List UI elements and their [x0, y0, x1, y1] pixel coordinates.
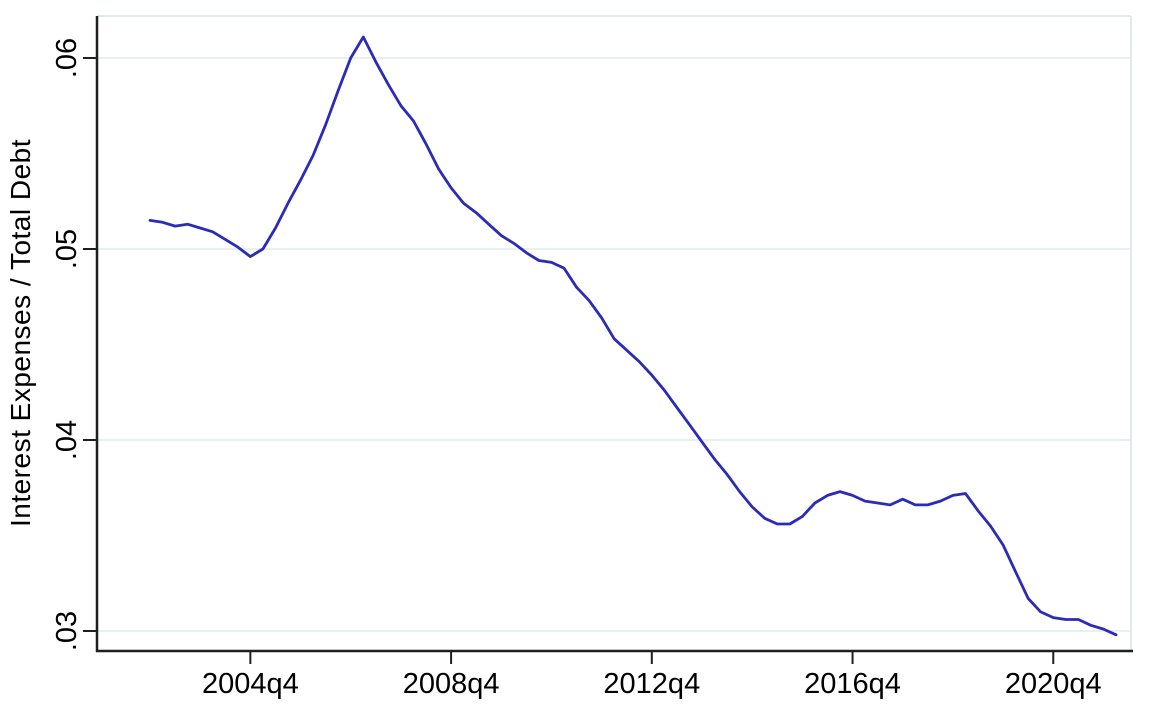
series-line	[148, 35, 1118, 637]
y-axis-title: Interest Expenses / Total Debt	[5, 139, 36, 527]
series-group	[148, 35, 1118, 637]
gridlines	[98, 57, 1131, 632]
y-tick-label: .04	[51, 420, 83, 460]
x-tick-label: 2016q4	[804, 668, 901, 700]
x-tick-label: 2008q4	[403, 668, 500, 700]
y-tick-label: .05	[51, 229, 83, 269]
axes	[83, 16, 1133, 664]
x-tick-labels: 2004q4 2008q4 2012q4 2016q4 2020q4	[202, 668, 1102, 700]
x-tick-label: 2012q4	[603, 668, 700, 700]
x-tick-label: 2020q4	[1005, 668, 1102, 700]
x-tick-label: 2004q4	[202, 668, 299, 700]
y-tick-label: .03	[51, 611, 83, 651]
y-tick-labels: .03 .04 .05 .06	[51, 38, 83, 651]
y-tick-label: .06	[51, 38, 83, 78]
plot-borders	[97, 15, 1132, 651]
